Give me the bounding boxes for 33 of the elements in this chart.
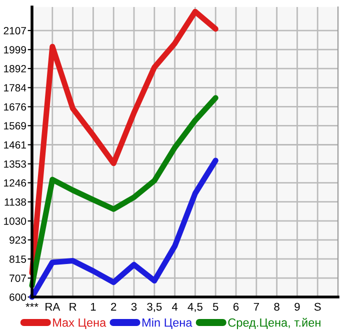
x-tick-label: 7 xyxy=(254,302,259,311)
legend-label: Min Цена xyxy=(142,318,192,329)
y-tick-label: 600 xyxy=(10,294,26,301)
y-tick-label: 1461 xyxy=(4,141,26,149)
x-tick-label: 4,5 xyxy=(188,302,202,312)
x-tick-label: R xyxy=(70,302,76,311)
y-tick-label: 1569 xyxy=(4,122,26,130)
x-tick-label: 8 xyxy=(274,302,280,311)
y-tick-label: 1784 xyxy=(4,84,26,92)
x-tick-label: 3,5 xyxy=(147,302,162,312)
x-tick-label: 4 xyxy=(172,302,178,311)
x-tick-label: 9 xyxy=(294,302,300,311)
y-tick-label: 1999 xyxy=(4,46,26,54)
y-tick-label: 707 xyxy=(10,274,26,282)
y-tick-label: 815 xyxy=(10,255,26,263)
y-tick-label: 923 xyxy=(10,236,26,244)
legend-label: Max Цена xyxy=(53,318,106,329)
y-tick-label: 1676 xyxy=(4,103,26,111)
x-tick-label: RA xyxy=(46,302,60,311)
x-tick-label: 2 xyxy=(111,302,116,311)
y-tick-label: 1030 xyxy=(4,217,26,225)
x-tick-label: *** xyxy=(26,302,38,307)
x-tick-label: S xyxy=(314,302,321,311)
y-tick-label: 1138 xyxy=(4,198,26,206)
y-tick-label: 1353 xyxy=(4,160,26,168)
legend-label: Сред.Цена, т.йен xyxy=(228,318,320,330)
x-tick-label: 3 xyxy=(131,302,137,311)
x-tick-label: 6 xyxy=(233,302,239,311)
x-tick-label: 1 xyxy=(90,302,96,311)
y-tick-label: 1892 xyxy=(4,65,26,72)
y-tick-label: 2107 xyxy=(4,27,26,34)
y-tick-label: 1246 xyxy=(4,179,26,187)
x-tick-label: 5 xyxy=(212,302,218,311)
